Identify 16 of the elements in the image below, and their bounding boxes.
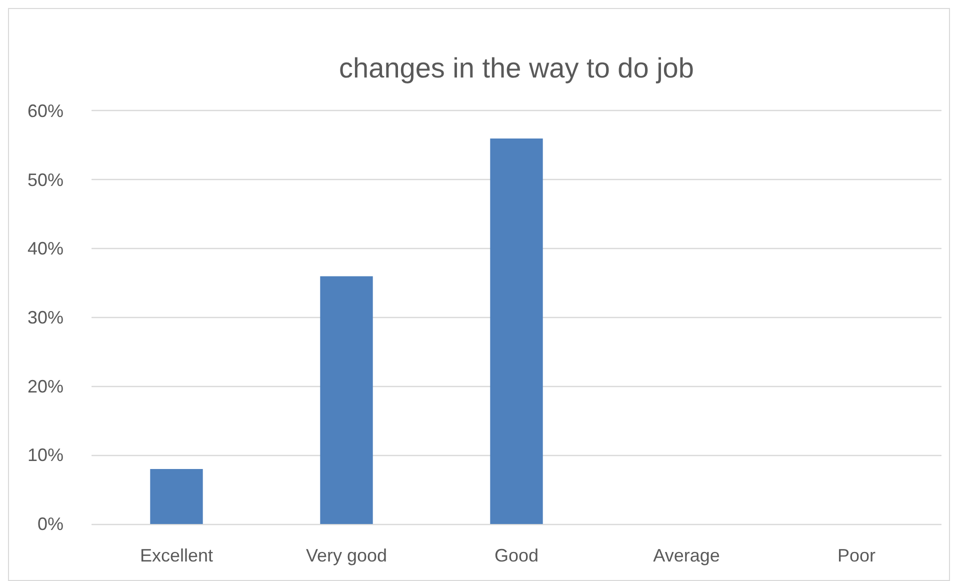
x-tick-label: Very good [306,546,388,566]
y-tick-label: 10% [27,445,64,466]
bar [320,276,373,524]
bar [150,468,203,524]
y-tick-label: 20% [27,376,64,396]
y-tick-label: 50% [27,170,64,190]
x-tick-label: Excellent [140,546,214,566]
y-tick-label: 30% [27,308,64,328]
bar [490,138,543,524]
y-tick-label: 40% [27,238,64,259]
x-tick-label: Poor [837,546,876,566]
chart-title: changes in the way to do job [339,52,694,84]
x-tick-label: Average [653,546,720,566]
x-tick-label: Good [494,546,539,566]
y-tick-label: 60% [27,100,64,121]
y-tick-label: 0% [37,514,64,534]
